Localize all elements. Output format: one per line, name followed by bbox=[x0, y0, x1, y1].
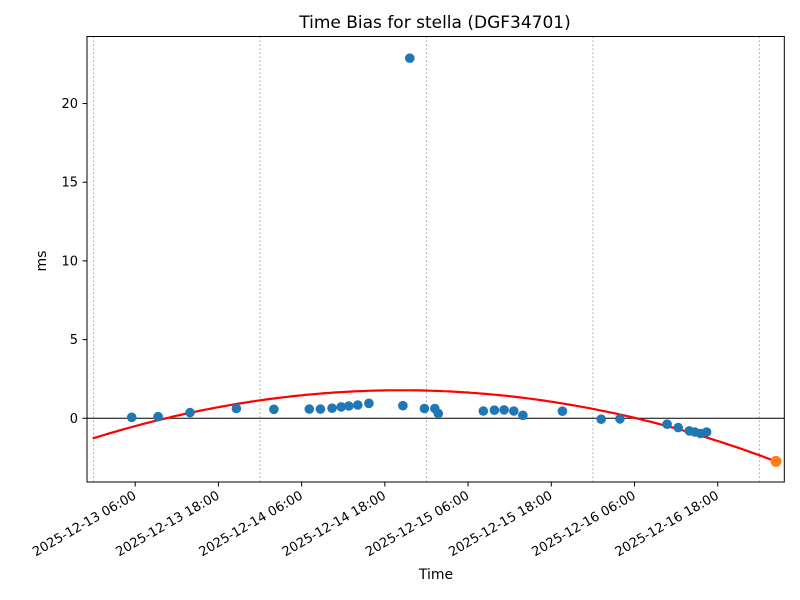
data-layer bbox=[92, 53, 782, 467]
measured-bias-point bbox=[405, 53, 415, 63]
measured-bias-point bbox=[499, 405, 509, 415]
measured-bias-point bbox=[673, 422, 683, 433]
quadratic-fit-curve bbox=[92, 389, 778, 463]
measured-bias-point bbox=[327, 403, 337, 414]
y-tick-label: 5 bbox=[70, 333, 78, 348]
y-tick-label: 0 bbox=[70, 412, 78, 427]
grid-layer bbox=[87, 36, 785, 482]
extrapolated-bias-point bbox=[770, 455, 782, 467]
measured-bias-point bbox=[433, 408, 444, 419]
measured-bias-point bbox=[185, 407, 195, 418]
y-tick-label: 15 bbox=[61, 176, 78, 191]
x-axis-label: Time bbox=[418, 567, 453, 583]
measured-bias-point bbox=[153, 411, 163, 422]
measured-bias-point bbox=[315, 404, 326, 414]
measured-bias-point bbox=[662, 419, 672, 430]
measured-bias-point bbox=[557, 406, 568, 417]
measured-bias-point bbox=[518, 410, 528, 421]
measured-bias-point bbox=[701, 427, 712, 437]
measured-bias-point bbox=[126, 412, 137, 423]
y-tick-label: 20 bbox=[61, 97, 78, 112]
measured-bias-point bbox=[269, 404, 279, 415]
measured-bias-point bbox=[509, 406, 519, 416]
measured-bias-point bbox=[344, 401, 354, 411]
measured-bias-point bbox=[596, 414, 606, 425]
measured-bias-point bbox=[615, 414, 625, 424]
measured-bias-point bbox=[304, 404, 315, 414]
chart-title: Time Bias for stella (DGF34701) bbox=[298, 13, 571, 33]
measured-bias-point bbox=[489, 405, 500, 416]
measured-bias-point bbox=[231, 403, 242, 414]
measured-bias-point bbox=[419, 403, 430, 414]
measured-bias-point bbox=[353, 400, 363, 410]
measured-bias-point bbox=[478, 406, 489, 416]
measured-bias-point bbox=[364, 398, 374, 409]
y-axis-label: ms bbox=[34, 251, 50, 272]
measured-bias-point bbox=[336, 402, 347, 412]
measured-bias-point bbox=[398, 400, 408, 411]
y-tick-label: 10 bbox=[61, 254, 78, 269]
plot-frame bbox=[86, 36, 785, 483]
